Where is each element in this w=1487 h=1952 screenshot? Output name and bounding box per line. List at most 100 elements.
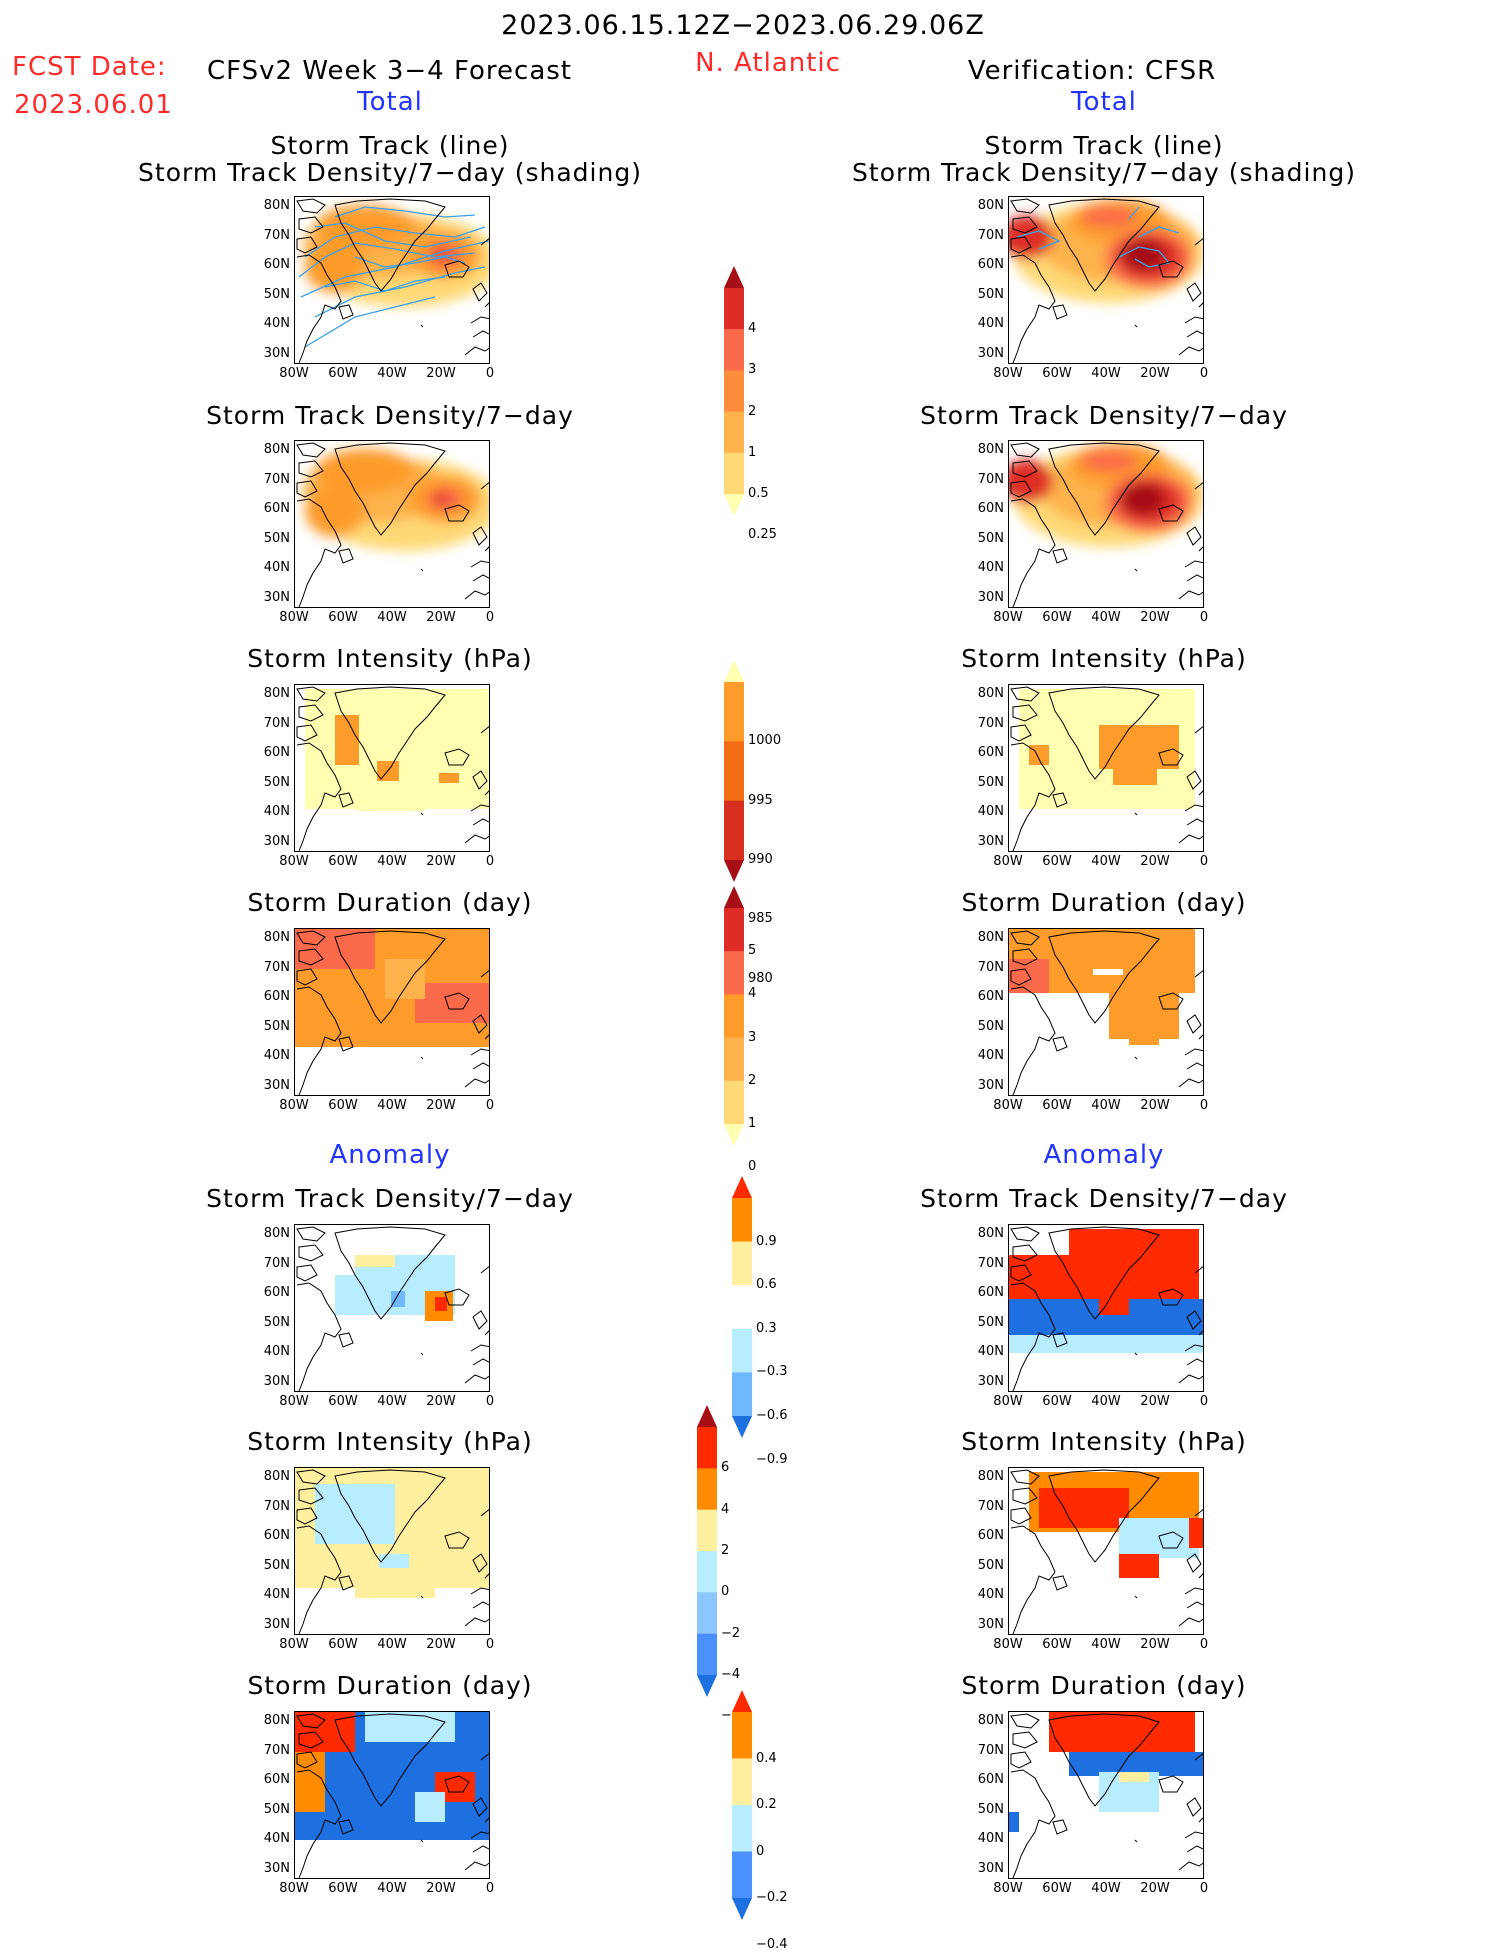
coastline xyxy=(1010,1769,1056,1878)
title-duration-left: Storm Duration (day) xyxy=(247,888,533,917)
map-panel-duration-verification: 80N 70N 60N 50N 40N 30N 80W 60W 40W 20W 0 xyxy=(978,928,1208,1113)
title-density-right: Storm Track Density/7−day xyxy=(920,401,1288,430)
coastline xyxy=(480,1508,489,1517)
coastline xyxy=(296,1282,342,1391)
coastline xyxy=(420,1352,424,1356)
lon-tick-label: 40W xyxy=(1091,854,1121,869)
colorbar-segment xyxy=(724,1037,744,1082)
lon-tick-label: 80W xyxy=(279,366,309,381)
shading-patch xyxy=(415,983,489,1023)
coastline xyxy=(1010,742,1056,851)
coastline xyxy=(1184,560,1203,568)
map-panel-intensity-anomaly-verification: 80N 70N 60N 50N 40N 30N 80W 60W 40W 20W 0 xyxy=(978,1467,1208,1652)
coastline xyxy=(1158,504,1184,522)
colorbar-label: 5 xyxy=(748,943,757,959)
coastline xyxy=(484,546,489,552)
lon-tick-label: 0 xyxy=(485,366,495,381)
coastline xyxy=(298,460,324,478)
lat-tick-label: 60N xyxy=(263,501,290,516)
shading-patch xyxy=(1119,1772,1149,1782)
storm-track-line xyxy=(314,222,472,248)
title-density-anom-left: Storm Track Density/7−day xyxy=(206,1184,574,1213)
coastline xyxy=(1052,1575,1068,1591)
lat-tick-label: 30N xyxy=(263,1373,290,1389)
coastline xyxy=(1134,1352,1138,1356)
storm-track-line xyxy=(1138,226,1180,238)
coastline xyxy=(296,1507,318,1525)
coastline xyxy=(1010,1469,1040,1485)
shading-patch xyxy=(385,959,425,999)
colorbar-segment xyxy=(732,1241,752,1286)
colorbar-top-triangle xyxy=(697,1405,717,1427)
lon-tick-label: 0 xyxy=(1199,1394,1209,1409)
coastline xyxy=(1178,1617,1203,1627)
storm-track-line xyxy=(1016,230,1061,250)
map-frame xyxy=(1008,440,1204,608)
lat-tick-label: 30N xyxy=(977,1860,1004,1876)
map-frame xyxy=(1008,1711,1204,1879)
colorbar-top-triangle xyxy=(724,886,744,908)
lon-tick-label: 60W xyxy=(328,1394,358,1409)
lon-tick-label: 60W xyxy=(328,1881,358,1896)
colorbar-strip xyxy=(697,1405,717,1697)
lat-tick-label: 60N xyxy=(977,257,1004,272)
colorbar-label: 1000 xyxy=(748,733,782,749)
coastline xyxy=(1158,748,1184,766)
map-canvas xyxy=(296,442,489,607)
coastline xyxy=(1010,254,1056,363)
colorbar-label: 0 xyxy=(721,1584,730,1600)
coastline xyxy=(464,1861,489,1871)
coastline xyxy=(1194,1265,1203,1274)
lon-tick-label: 0 xyxy=(485,610,495,625)
lon-tick-label: 40W xyxy=(1091,1394,1121,1409)
coastline xyxy=(464,1078,489,1088)
lon-tick-label: 80W xyxy=(993,1881,1023,1896)
colorbar-label: 0.2 xyxy=(756,1797,777,1812)
coastline xyxy=(1184,1344,1203,1352)
coastline xyxy=(1186,1797,1202,1817)
lat-tick-label: 50N xyxy=(263,1314,290,1330)
coastline xyxy=(1048,930,1160,1024)
colorbar-duration-anomaly: 0.4 0.2 0 −0.2 −0.4 xyxy=(730,1690,810,1952)
coastline xyxy=(480,969,489,978)
colorbar-label: 2 xyxy=(721,1543,730,1558)
lon-tick-label: 40W xyxy=(1091,1098,1121,1113)
verification-title: Verification: CFSR xyxy=(967,56,1217,86)
lat-tick-label: 60N xyxy=(263,1528,290,1543)
lon-tick-label: 20W xyxy=(426,1098,456,1113)
coastline xyxy=(1048,1713,1160,1807)
coastline xyxy=(1052,792,1068,808)
colorbar-label: 4 xyxy=(748,986,757,1002)
shading-patch xyxy=(1129,1025,1159,1045)
map-canvas xyxy=(296,686,489,851)
coastline xyxy=(1012,948,1038,966)
coastline xyxy=(296,1264,318,1282)
lat-tick-label: 80N xyxy=(263,686,290,701)
colorbar-segment xyxy=(724,908,744,952)
lat-tick-label: 70N xyxy=(977,471,1004,487)
coastline xyxy=(1186,1553,1202,1573)
coastline xyxy=(444,504,470,522)
lat-tick-label: 60N xyxy=(263,257,290,272)
coastline xyxy=(338,1332,354,1348)
coastline xyxy=(1134,812,1138,816)
coastline xyxy=(1010,1751,1032,1769)
coastline xyxy=(1158,1775,1184,1793)
coastline xyxy=(338,1575,354,1591)
coastline xyxy=(420,324,424,328)
coastline xyxy=(470,1587,489,1595)
shading-patch xyxy=(305,241,365,293)
coastline xyxy=(1012,460,1038,478)
lon-tick-label: 0 xyxy=(1199,1098,1209,1113)
coastline xyxy=(444,1531,470,1549)
lat-tick-label: 40N xyxy=(263,316,290,331)
lat-tick-label: 80N xyxy=(977,686,1004,701)
lat-tick-label: 70N xyxy=(263,1255,290,1271)
lon-tick-label: 20W xyxy=(1140,1881,1170,1896)
coastline xyxy=(420,568,424,572)
map-canvas xyxy=(1009,442,1203,607)
lat-tick-label: 60N xyxy=(977,1285,1004,1300)
title-intensity-anom-left: Storm Intensity (hPa) xyxy=(247,1427,533,1456)
shading-patch xyxy=(439,773,459,783)
lon-tick-label: 0 xyxy=(1199,610,1209,625)
